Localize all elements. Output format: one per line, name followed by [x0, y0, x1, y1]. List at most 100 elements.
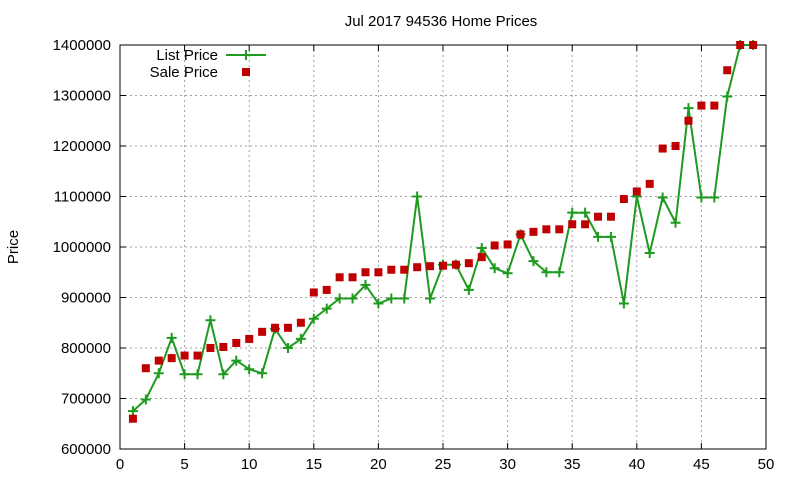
list-price-point	[321, 303, 332, 314]
y-tick-label: 1200000	[53, 138, 111, 155]
list-price-point	[360, 279, 371, 290]
list-price-point	[244, 364, 255, 375]
sale-price-point	[128, 414, 137, 423]
x-tick-label: 15	[305, 456, 322, 473]
sale-price-point	[335, 273, 344, 282]
list-price-point	[618, 298, 629, 309]
y-tick-label: 1400000	[53, 37, 111, 54]
y-tick-label: 1100000	[54, 189, 111, 206]
x-tick-label: 30	[499, 456, 516, 473]
sale-price-point	[232, 338, 241, 347]
list-price-point	[373, 298, 384, 309]
list-price-point	[282, 343, 293, 353]
sale-price-point	[180, 351, 189, 360]
x-tick-label: 45	[693, 456, 710, 473]
list-price-point	[502, 268, 513, 279]
list-price-point	[541, 267, 552, 278]
sale-price-point	[464, 259, 473, 268]
list-price-point	[463, 284, 474, 295]
sale-price-point	[219, 342, 228, 351]
y-tick-label: 700000	[61, 391, 111, 408]
sale-price-point	[632, 187, 641, 196]
sale-price-point	[400, 265, 409, 274]
sale-price-point	[271, 323, 280, 332]
sale-price-point	[193, 351, 202, 360]
sale-price-point	[645, 179, 654, 188]
sale-price-point	[348, 273, 357, 282]
sale-price-point	[736, 41, 745, 49]
y-tick-label: 600000	[61, 441, 111, 458]
list-price-point	[696, 192, 707, 203]
list-price-point	[567, 207, 578, 218]
legend: List Price Sale Price	[150, 47, 266, 81]
sale-price-point	[413, 263, 422, 272]
list-price-point	[528, 256, 539, 267]
sale-price-point	[710, 101, 719, 110]
sale-price-point	[426, 262, 435, 271]
sale-price-point	[542, 225, 551, 234]
sale-price-point	[167, 354, 176, 363]
list-price-point	[347, 293, 358, 304]
list-price-point	[709, 192, 720, 203]
series-sale-price	[128, 41, 758, 423]
list-price-point	[140, 394, 151, 405]
sale-price-point	[594, 212, 603, 221]
list-price-point	[153, 368, 164, 379]
x-tick-label: 35	[564, 456, 581, 473]
legend-square-marker	[242, 68, 250, 76]
list-price-point	[166, 332, 177, 343]
sale-price-point	[503, 240, 512, 249]
y-tick-label: 900000	[61, 290, 111, 307]
sale-price-point	[206, 344, 215, 352]
list-price-point	[231, 355, 242, 366]
list-price-point	[257, 368, 268, 379]
sale-price-point	[490, 241, 499, 250]
list-price-point	[722, 91, 733, 102]
sale-price-point	[283, 323, 292, 332]
list-price-point	[295, 333, 306, 344]
sale-price-point	[581, 220, 590, 229]
list-price-point	[412, 191, 423, 202]
sale-price-point	[296, 318, 305, 327]
sale-price-point	[439, 261, 447, 270]
list-price-point	[489, 263, 500, 274]
y-tick-label: 1000000	[53, 239, 111, 256]
sale-price-point	[154, 356, 163, 365]
y-axis-ticks: 600000 700000 800000 900000 1000000 1100000 12…	[53, 37, 766, 458]
x-tick-label: 25	[435, 456, 452, 473]
x-tick-label: 40	[628, 456, 645, 473]
sale-price-point	[529, 227, 538, 236]
sale-price-point	[322, 285, 331, 294]
sale-price-point	[723, 66, 732, 75]
chart-title: Jul 2017 94536 Home Prices	[345, 13, 538, 30]
sale-price-point	[361, 268, 370, 277]
list-price-point	[218, 369, 229, 380]
list-price-point	[605, 231, 616, 242]
list-price-point	[386, 293, 397, 304]
sale-price-point	[555, 225, 564, 234]
sale-price-point	[568, 220, 577, 229]
list-price-point	[192, 369, 203, 380]
legend-sample-list-price	[226, 50, 266, 60]
list-price-point	[127, 406, 138, 417]
list-price-point	[334, 293, 345, 304]
sale-price-point	[684, 116, 693, 125]
list-price-point	[476, 243, 487, 254]
x-tick-label: 10	[241, 456, 258, 473]
list-price-point	[580, 207, 591, 218]
list-price-point	[670, 217, 681, 228]
list-price-point	[399, 293, 410, 304]
sale-price-point	[309, 288, 318, 297]
sale-price-point	[387, 265, 396, 274]
x-tick-label: 20	[370, 456, 387, 473]
sale-price-point	[477, 253, 486, 262]
list-price-point	[657, 192, 668, 203]
list-price-point	[308, 313, 319, 324]
legend-label-sale-price: Sale Price	[150, 64, 218, 81]
sale-price-point	[619, 195, 628, 204]
y-axis-label: Price	[5, 230, 22, 264]
series-layer	[127, 40, 759, 423]
sale-price-point	[245, 334, 254, 343]
legend-sample-sale-price	[242, 68, 250, 76]
